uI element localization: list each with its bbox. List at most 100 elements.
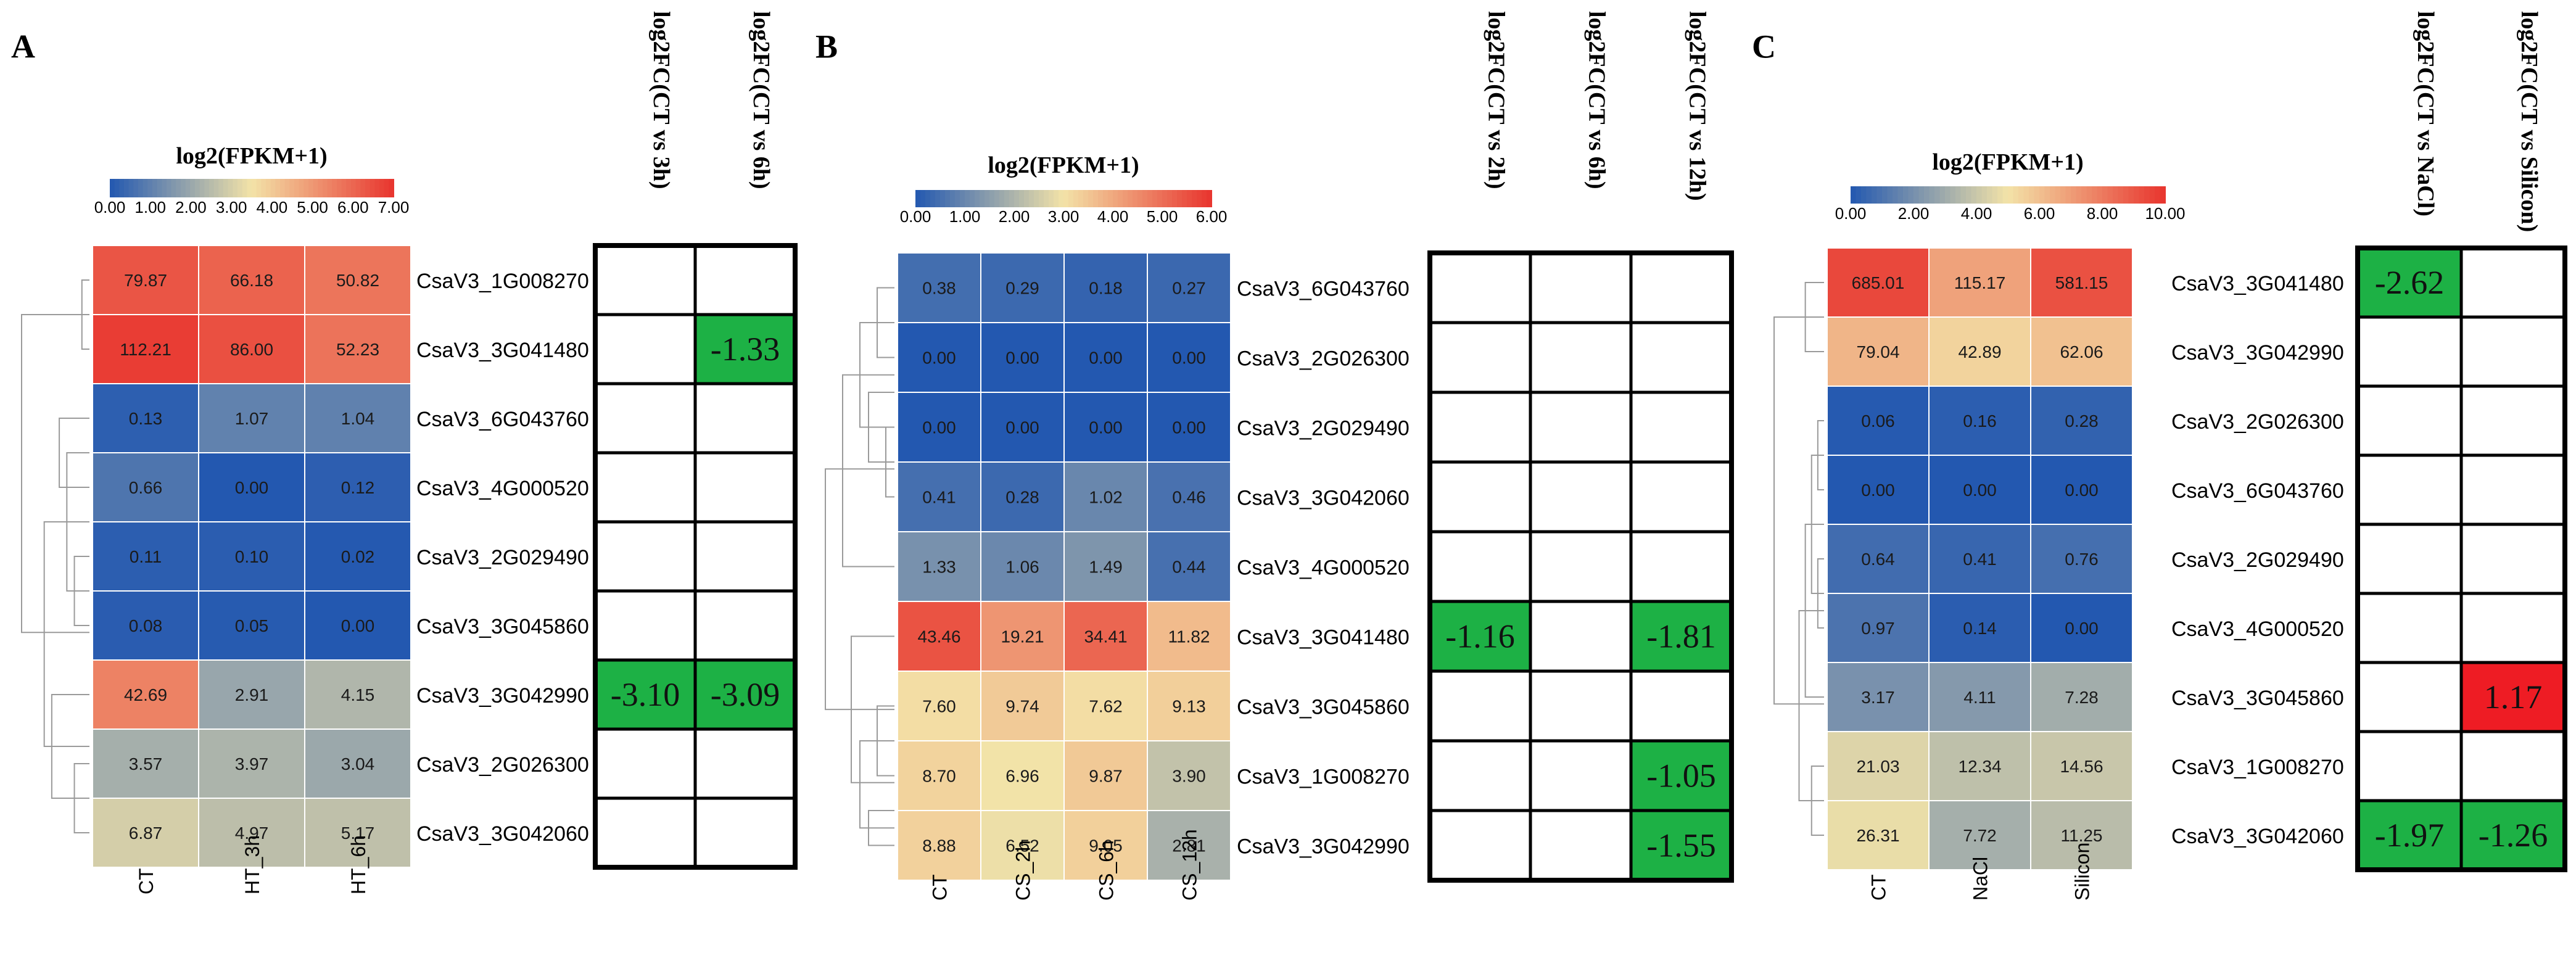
fc-cell (2356, 384, 2463, 457)
fc-header: log2FC(CT vs NaCl) (2413, 11, 2438, 217)
colorbar-segment (1997, 186, 2004, 204)
heatmap-cell-value: 9.13 (1172, 697, 1206, 716)
colorbar-segment (294, 179, 300, 197)
fc-cell (1428, 809, 1532, 882)
fc-cell (593, 313, 697, 386)
heatmap-cell-value: 0.29 (1005, 279, 1039, 298)
fc-cell (1529, 460, 1633, 534)
fc-cell (693, 520, 797, 593)
colorbar-tick-label: 5.00 (297, 198, 328, 217)
colorbar-segment (1992, 186, 1998, 204)
colorbar-segment (1059, 190, 1064, 207)
fc-cell (693, 382, 797, 455)
heatmap-cell (2030, 593, 2133, 663)
fc-table-border (1427, 250, 1734, 883)
dendrogram-branch (1798, 610, 1824, 801)
heatmap-cell-value: 0.76 (2065, 550, 2099, 569)
heatmap-cell (980, 601, 1065, 672)
colorbar-segment (1887, 186, 1893, 204)
colorbar-segment (2113, 186, 2119, 204)
colorbar-segment (1049, 190, 1054, 207)
heatmap-cell-value: 21.03 (1856, 757, 1899, 776)
heatmap-cell (1928, 247, 2031, 318)
colorbar-segment (1950, 186, 1956, 204)
heatmap-cell-value: 1.04 (341, 409, 375, 428)
gene-label: CsaV3_3G041480 (2171, 272, 2344, 295)
heatmap-cell-value: 0.00 (235, 478, 269, 497)
colorbar-segment (1934, 186, 1941, 204)
dendrogram-branch (825, 468, 894, 711)
colorbar-segment (157, 179, 163, 197)
colorbar-segment (1093, 190, 1099, 207)
colorbar-tick-label: 4.00 (1961, 204, 1992, 223)
fc-value: -2.62 (2375, 264, 2444, 301)
heatmap-cell-value: 0.13 (129, 409, 163, 428)
colorbar-segment (181, 179, 186, 197)
panel-label: A (11, 28, 35, 65)
heatmap-cell-value: 7.60 (922, 697, 956, 716)
colorbar-segment (327, 179, 333, 197)
fc-cell (2356, 315, 2463, 388)
heatmap-cell (897, 810, 981, 881)
fc-cell (1529, 809, 1633, 882)
colorbar-segment (2071, 186, 2077, 204)
heatmap-cell-value: 8.88 (922, 836, 956, 856)
colorbar-segment (110, 179, 115, 197)
column-label: CT (929, 874, 951, 901)
heatmap-cell (1827, 662, 1930, 732)
colorbar-tick-label: 5.00 (1147, 207, 1178, 226)
heatmap-cell (1928, 524, 2031, 594)
heatmap-cell-value: 79.04 (1856, 342, 1899, 361)
fc-cell (1529, 251, 1633, 324)
heatmap-cell (1147, 392, 1231, 463)
colorbar-segment (138, 179, 144, 197)
gene-label: CsaV3_4G000520 (2171, 617, 2344, 641)
colorbar-segment (1955, 186, 1962, 204)
heatmap-cell-value: 6.96 (1005, 767, 1039, 786)
fc-cell (693, 313, 797, 386)
heatmap-cell-value: 0.12 (341, 478, 375, 497)
colorbar-title: log2(FPKM+1) (1932, 149, 2083, 175)
heatmap-cell-value: 3.04 (341, 754, 375, 774)
colorbar-segment (2039, 186, 2046, 204)
colorbar-segment (346, 179, 352, 197)
fc-cell (1428, 321, 1532, 394)
fc-cell (1529, 390, 1633, 464)
colorbar-tick-label: 2.00 (999, 207, 1030, 226)
heatmap-cell (92, 659, 199, 730)
colorbar-segment (379, 179, 385, 197)
heatmap-cell-value: 0.00 (1005, 349, 1039, 368)
fc-cell (1629, 321, 1733, 394)
heatmap-cell (1928, 662, 2031, 732)
heatmap-cell-value: 0.05 (235, 616, 269, 635)
colorbar-segment (1207, 190, 1212, 207)
colorbar-segment (1971, 186, 1977, 204)
fc-cell (593, 382, 697, 455)
colorbar-segment (2008, 186, 2014, 204)
heatmap-cell-value: 86.00 (230, 340, 273, 359)
colorbar-tick-label: 3.00 (216, 198, 247, 217)
fc-cell (2356, 522, 2463, 595)
fc-header: log2FC(CT vs 6h) (748, 11, 774, 189)
fc-cell (2459, 522, 2567, 595)
heatmap-cell (980, 531, 1065, 602)
heatmap-cell-value: 11.82 (1168, 627, 1210, 646)
colorbar-segment (2123, 186, 2129, 204)
colorbar-segment (209, 179, 215, 197)
colorbar-segment (2107, 186, 2113, 204)
colorbar-segment (989, 190, 995, 207)
fc-cell (1428, 739, 1532, 812)
heatmap-cell (1928, 800, 2031, 870)
colorbar-title: log2(FPKM+1) (988, 152, 1139, 178)
colorbar-segment (2034, 186, 2040, 204)
heatmap-cell (92, 590, 199, 661)
heatmap-cell (304, 659, 411, 730)
colorbar-segment (228, 179, 234, 197)
fc-cell (1529, 530, 1633, 603)
heatmap-cell-value: 0.66 (129, 478, 163, 497)
dendrogram-branch (21, 314, 89, 634)
heatmap-cell (2030, 316, 2133, 387)
gene-label: CsaV3_3G041480 (1237, 626, 1410, 650)
heatmap-cell-value: 0.02 (341, 547, 375, 566)
fc-table-border (2355, 246, 2567, 872)
